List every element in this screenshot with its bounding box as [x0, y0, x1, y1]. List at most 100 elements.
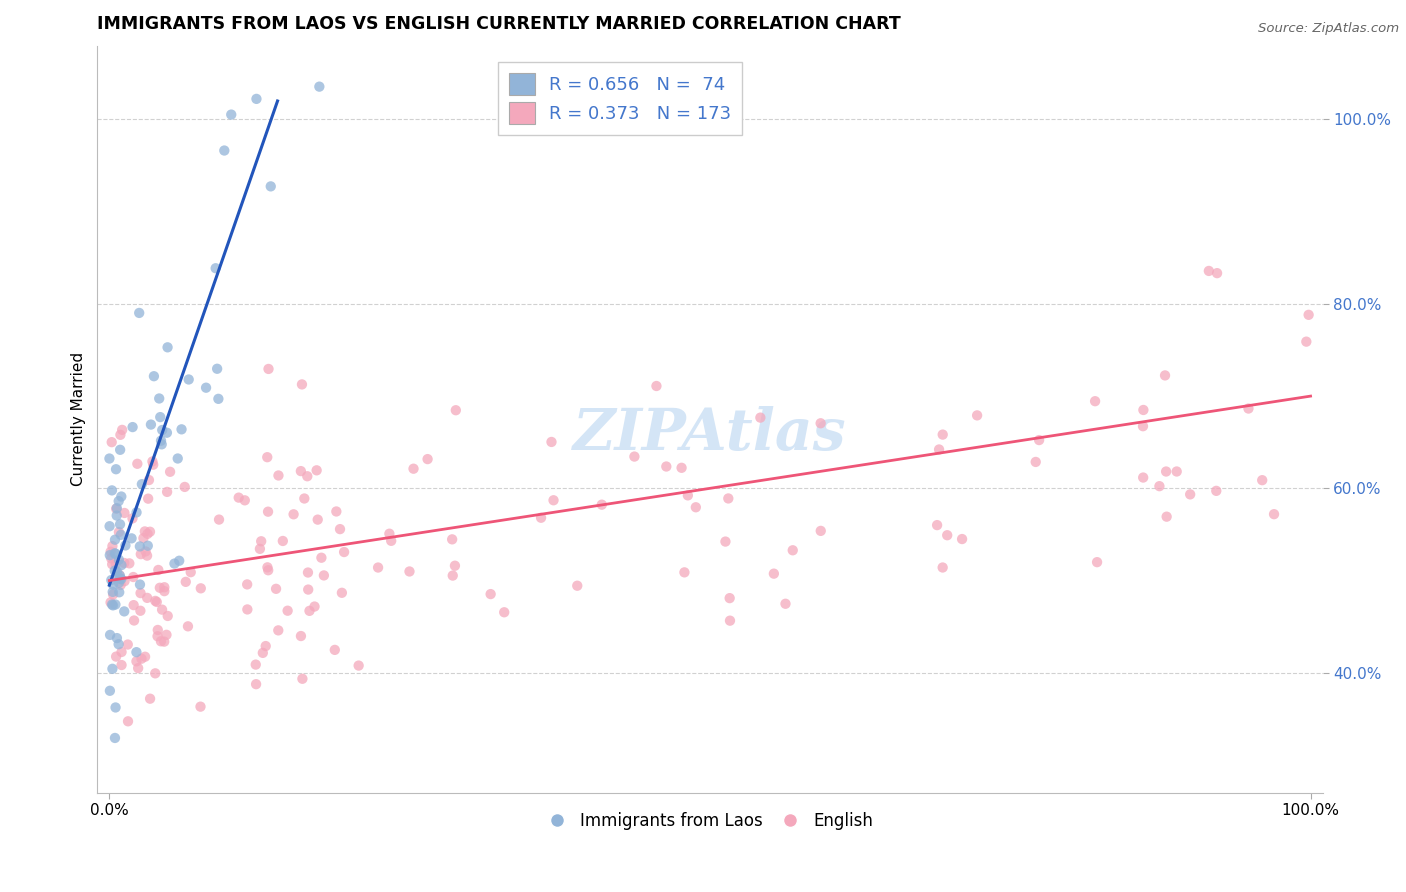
Point [149, 410, 172, 425]
Point [114, 506, 136, 520]
Point [762, 566, 785, 581]
Point [110, 572, 132, 586]
Point [143, 666, 166, 681]
Point [257, 362, 280, 376]
Point [141, 454, 163, 468]
Point [159, 465, 181, 479]
Point [810, 524, 832, 538]
Point [150, 437, 173, 451]
Y-axis label: Currently Married: Currently Married [72, 352, 86, 486]
Point [1154, 465, 1177, 479]
Point [775, 597, 797, 611]
Point [128, 540, 150, 554]
Point [114, 539, 136, 553]
Point [110, 572, 132, 586]
Point [291, 672, 314, 686]
Point [205, 361, 228, 376]
Point [125, 654, 148, 668]
Point [108, 553, 131, 567]
Point [131, 651, 153, 665]
Point [655, 459, 678, 474]
Point [136, 591, 159, 605]
Point [567, 579, 589, 593]
Point [114, 574, 136, 589]
Point [308, 79, 330, 94]
Point [129, 586, 152, 600]
Point [260, 179, 283, 194]
Point [927, 518, 949, 533]
Point [623, 450, 645, 464]
Point [104, 533, 127, 547]
Point [156, 484, 179, 499]
Point [256, 450, 278, 465]
Point [166, 451, 188, 466]
Point [100, 551, 122, 566]
Point [180, 565, 202, 579]
Point [1149, 479, 1171, 493]
Point [108, 575, 131, 590]
Point [134, 524, 156, 539]
Text: IMMIGRANTS FROM LAOS VS ENGLISH CURRENTLY MARRIED CORRELATION CHART: IMMIGRANTS FROM LAOS VS ENGLISH CURRENTL… [97, 15, 901, 33]
Point [112, 604, 135, 618]
Point [1298, 308, 1320, 322]
Point [252, 646, 274, 660]
Point [718, 591, 741, 606]
Point [402, 461, 425, 475]
Point [1198, 264, 1220, 278]
Point [100, 595, 122, 609]
Point [125, 505, 148, 519]
Point [291, 377, 314, 392]
Point [139, 691, 162, 706]
Point [1156, 509, 1178, 524]
Point [311, 550, 333, 565]
Point [717, 491, 740, 506]
Point [150, 602, 173, 616]
Point [416, 452, 439, 467]
Point [810, 417, 832, 431]
Point [105, 501, 128, 516]
Point [108, 585, 131, 599]
Point [257, 505, 280, 519]
Point [1025, 455, 1047, 469]
Point [931, 560, 953, 574]
Point [101, 585, 124, 599]
Point [1237, 401, 1260, 416]
Point [444, 403, 467, 417]
Point [297, 582, 319, 597]
Point [155, 628, 177, 642]
Point [271, 533, 294, 548]
Point [149, 634, 172, 648]
Point [167, 554, 190, 568]
Point [367, 560, 389, 574]
Point [101, 598, 124, 612]
Point [105, 565, 128, 579]
Point [131, 477, 153, 491]
Point [378, 526, 401, 541]
Point [156, 340, 179, 354]
Point [233, 493, 256, 508]
Legend: Immigrants from Laos, English: Immigrants from Laos, English [540, 805, 880, 837]
Point [129, 547, 152, 561]
Point [142, 458, 165, 472]
Point [136, 539, 159, 553]
Point [274, 5, 297, 20]
Point [156, 425, 179, 440]
Point [108, 568, 131, 582]
Point [245, 677, 267, 691]
Point [139, 524, 162, 539]
Point [257, 563, 280, 577]
Point [290, 464, 312, 478]
Point [170, 422, 193, 436]
Point [249, 541, 271, 556]
Point [122, 570, 145, 584]
Point [1132, 419, 1154, 434]
Point [441, 568, 464, 582]
Point [214, 144, 236, 158]
Point [138, 473, 160, 487]
Point [118, 557, 141, 571]
Point [98, 683, 121, 698]
Point [104, 564, 127, 578]
Point [153, 580, 176, 594]
Point [1154, 368, 1177, 383]
Point [543, 493, 565, 508]
